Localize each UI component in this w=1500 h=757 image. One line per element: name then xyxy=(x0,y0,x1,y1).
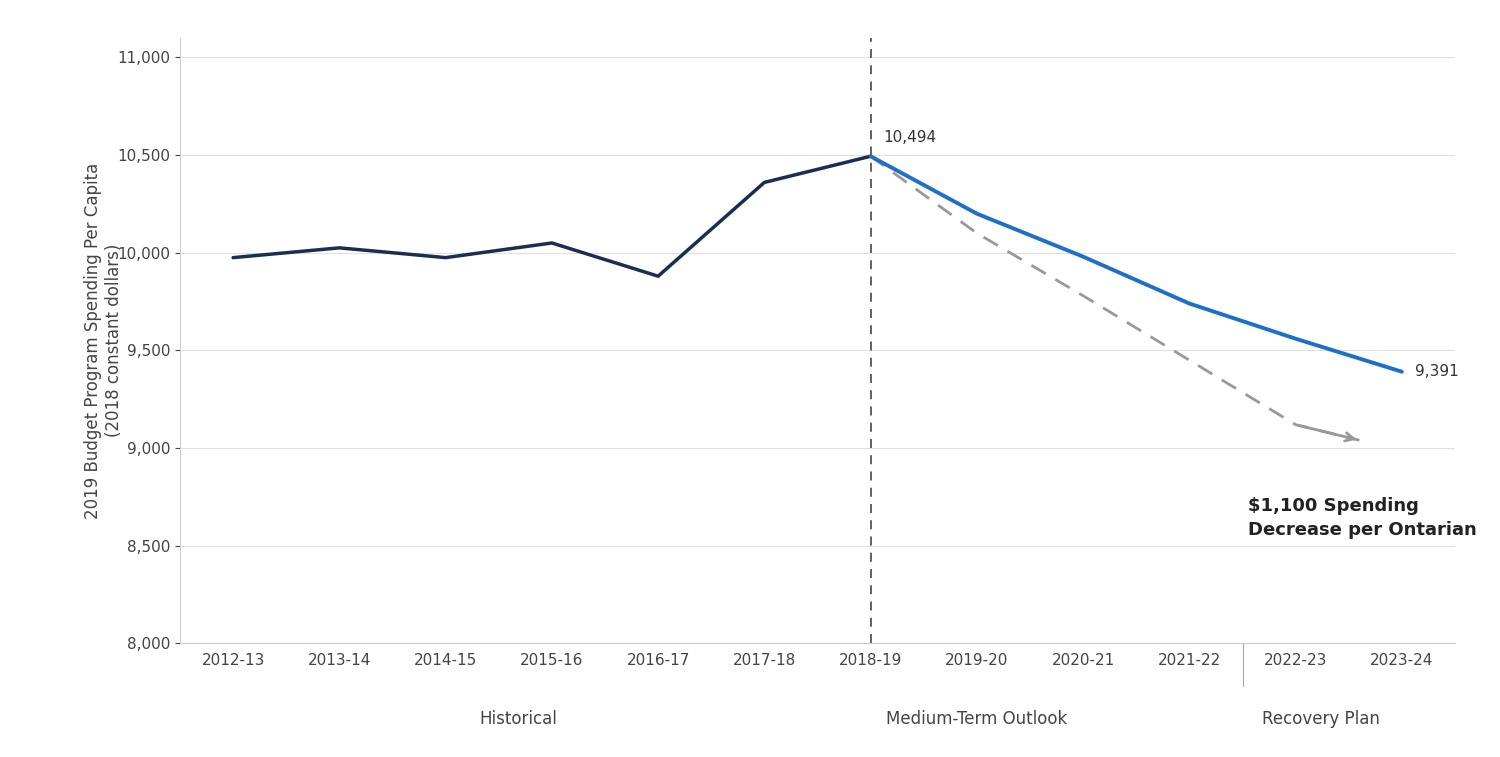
Text: 9,391: 9,391 xyxy=(1414,364,1458,379)
Y-axis label: 2019 Budget Program Spending Per Capita
(2018 constant dollars): 2019 Budget Program Spending Per Capita … xyxy=(84,163,123,519)
Text: 10,494: 10,494 xyxy=(884,129,936,145)
Text: Historical: Historical xyxy=(478,710,556,728)
Text: Recovery Plan: Recovery Plan xyxy=(1262,710,1380,728)
Text: Medium-Term Outlook: Medium-Term Outlook xyxy=(886,710,1068,728)
Text: $1,100 Spending
Decrease per Ontarian: $1,100 Spending Decrease per Ontarian xyxy=(1248,497,1476,538)
